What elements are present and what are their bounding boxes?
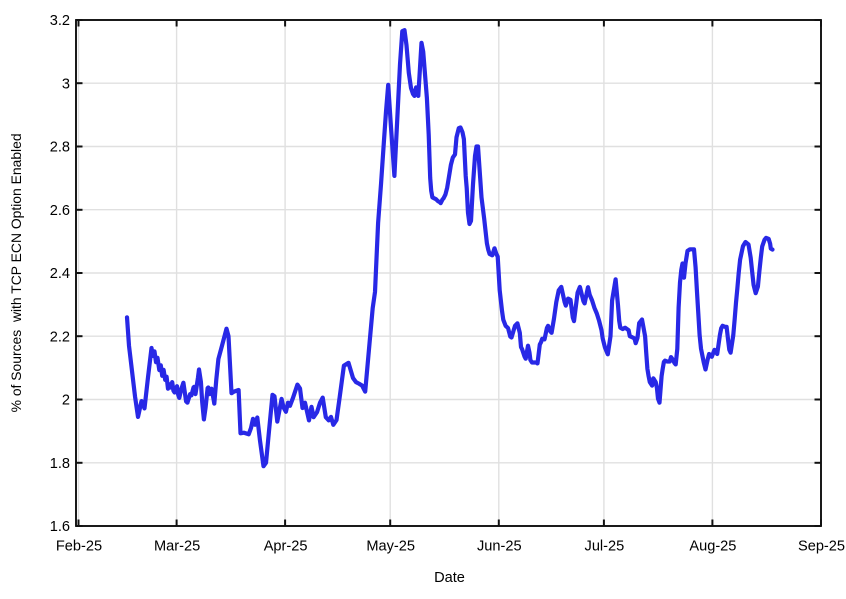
svg-text:3.2: 3.2 xyxy=(50,13,70,29)
svg-text:Feb-25: Feb-25 xyxy=(56,539,102,555)
svg-text:3: 3 xyxy=(62,77,70,93)
svg-text:2.8: 2.8 xyxy=(50,140,70,156)
svg-text:Jun-25: Jun-25 xyxy=(477,539,522,555)
svg-text:Aug-25: Aug-25 xyxy=(689,539,736,555)
svg-text:2.2: 2.2 xyxy=(50,329,70,345)
svg-text:2: 2 xyxy=(62,393,70,409)
svg-text:2.4: 2.4 xyxy=(50,266,70,282)
svg-text:2.6: 2.6 xyxy=(50,203,70,219)
svg-text:Sep-25: Sep-25 xyxy=(798,539,845,555)
svg-text:Apr-25: Apr-25 xyxy=(264,539,308,555)
svg-text:Mar-25: Mar-25 xyxy=(154,539,200,555)
svg-text:1.8: 1.8 xyxy=(50,456,70,472)
svg-text:May-25: May-25 xyxy=(366,539,415,555)
svg-text:Jul-25: Jul-25 xyxy=(585,539,625,555)
svg-text:1.6: 1.6 xyxy=(50,519,70,535)
svg-text:% of Sources with TCP ECN Opt: % of Sources with TCP ECN Option Enabled xyxy=(8,133,24,412)
svg-text:Date: Date xyxy=(434,570,465,586)
